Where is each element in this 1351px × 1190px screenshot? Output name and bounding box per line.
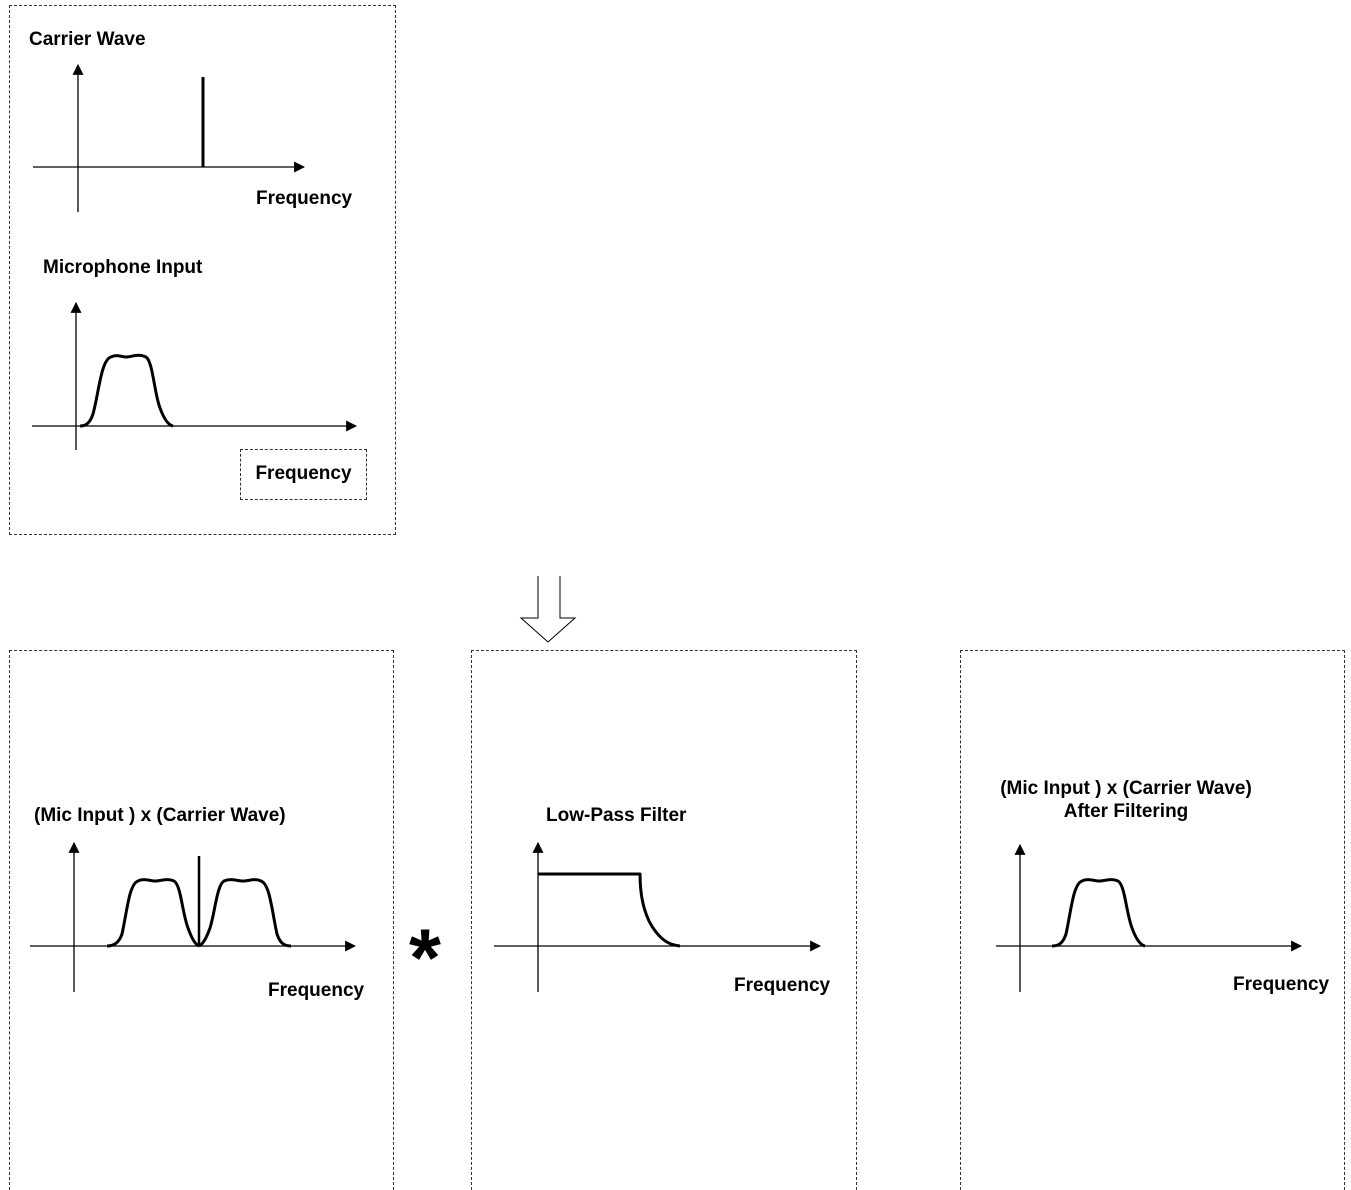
lowpass-response [538,872,681,948]
carrier-graph [33,63,306,212]
microphone-axis-label-box: Frequency [240,449,367,500]
top-input-panel [9,5,396,535]
lowpass-axis-label: Frequency [734,975,831,996]
filtered-graph [996,843,1303,992]
filtered-title-line1: (Mic Input ) x (Carrier Wave) [1000,778,1252,799]
product-lower-sideband [106,878,200,948]
convolution-operator: * [409,913,441,1004]
product-panel [9,650,394,1190]
microphone-spectrum [79,353,174,428]
microphone-axis-label: Frequency [255,463,352,485]
lowpass-graph [494,841,822,992]
product-title: (Mic Input ) x (Carrier Wave) [34,805,286,826]
filtered-title-line2: After Filtering [1063,800,1189,822]
carrier-title: Carrier Wave [29,29,146,50]
product-upper-sideband [198,878,292,948]
filtered-axis-label: Frequency [1233,974,1330,995]
product-graph [30,841,357,992]
filtered-panel [960,650,1345,1190]
filtered-spectrum [1051,878,1146,948]
down-hollow-arrow-icon [519,576,577,643]
filtered-title: (Mic Input ) x (Carrier Wave) After Filt… [976,778,1276,824]
microphone-graph [32,301,358,450]
lowpass-title: Low-Pass Filter [546,805,687,826]
microphone-title: Microphone Input [43,257,203,278]
product-axis-label: Frequency [268,980,365,1001]
carrier-axis-label: Frequency [256,188,353,209]
lowpass-panel [471,650,857,1190]
